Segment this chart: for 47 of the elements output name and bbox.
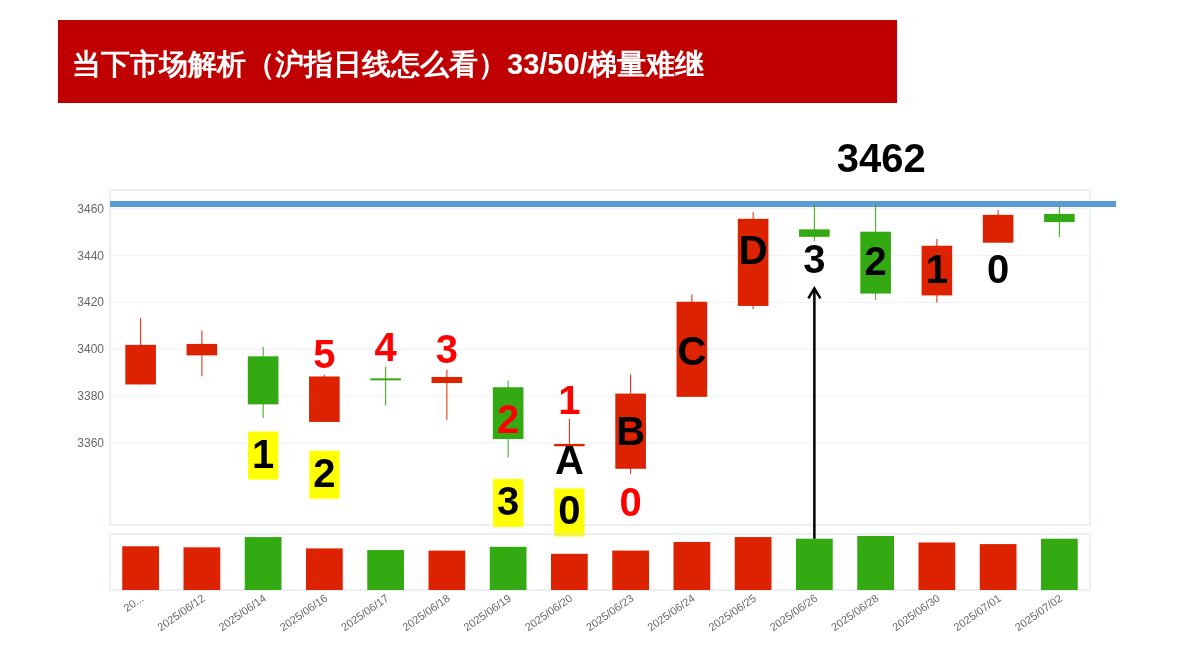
ref-line-label: 3462 bbox=[836, 136, 926, 180]
bar bbox=[734, 537, 772, 590]
bar bbox=[489, 546, 527, 590]
annotation: 1 bbox=[252, 431, 275, 476]
annotation: 0 bbox=[558, 488, 581, 533]
candlestick bbox=[799, 203, 830, 242]
annotation: 1 bbox=[558, 378, 581, 423]
bar bbox=[428, 550, 466, 590]
annotation: 4 bbox=[374, 325, 398, 370]
annotation: 3 bbox=[435, 327, 458, 372]
annotation: 2 bbox=[864, 239, 887, 284]
annotation: 3 bbox=[803, 237, 826, 282]
bar bbox=[918, 542, 956, 590]
bar bbox=[612, 550, 649, 590]
annotation: 5 bbox=[313, 331, 336, 376]
candlestick bbox=[1044, 206, 1075, 238]
annotation: 2 bbox=[497, 396, 520, 441]
bar bbox=[551, 553, 588, 590]
bar bbox=[979, 544, 1017, 590]
bar bbox=[306, 548, 343, 590]
y-tick-label: 3420 bbox=[77, 295, 105, 310]
y-tick-label: 3380 bbox=[77, 389, 105, 404]
x-tick-label: 20... bbox=[121, 591, 146, 614]
annotation: C bbox=[677, 329, 707, 374]
bar bbox=[244, 537, 282, 590]
bar bbox=[857, 536, 894, 590]
annotation: A bbox=[554, 438, 584, 483]
bar bbox=[367, 550, 404, 590]
annotation: 1 bbox=[925, 246, 948, 291]
bar bbox=[673, 541, 711, 590]
y-tick-label: 3460 bbox=[77, 201, 105, 216]
annotation: B bbox=[616, 409, 646, 454]
candlestick bbox=[370, 365, 401, 407]
y-tick-label: 3400 bbox=[77, 342, 105, 357]
annotation: 0 bbox=[987, 246, 1010, 291]
annotation: 3 bbox=[497, 478, 520, 523]
y-tick-label: 3440 bbox=[77, 248, 105, 263]
candlestick bbox=[431, 369, 463, 421]
annotation: 0 bbox=[619, 479, 642, 524]
annotation: D bbox=[738, 227, 768, 272]
bar bbox=[183, 547, 221, 590]
bar bbox=[796, 538, 833, 590]
annotation: 2 bbox=[313, 450, 336, 495]
bar bbox=[1041, 538, 1078, 590]
y-tick-label: 3360 bbox=[77, 436, 105, 451]
bar bbox=[122, 546, 159, 590]
chart-title: 当下市场解析（沪指日线怎么看）33/50/梯量难继 bbox=[72, 48, 704, 80]
